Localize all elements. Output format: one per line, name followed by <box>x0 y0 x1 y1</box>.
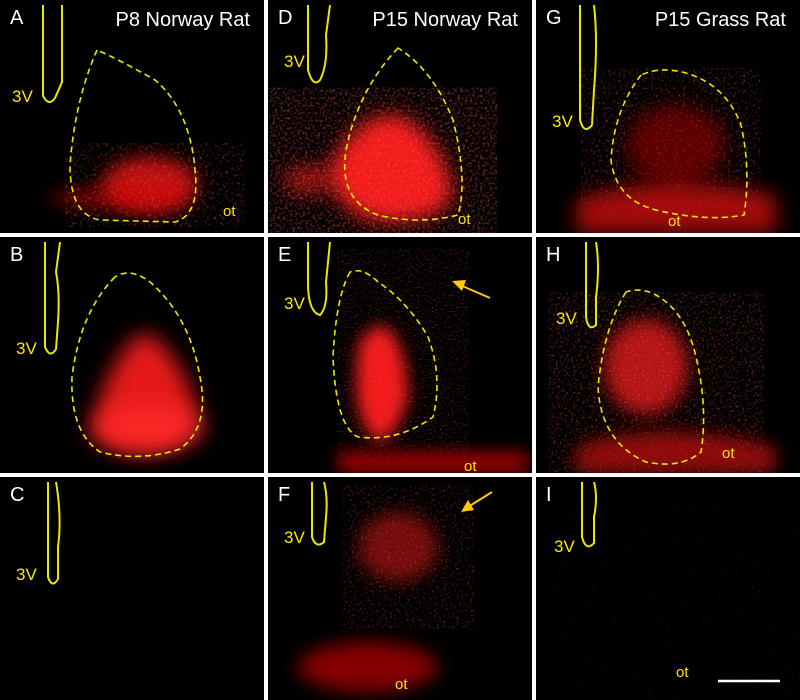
panel-c: C 3V <box>0 477 264 700</box>
ventricle-label: 3V <box>554 537 575 556</box>
panel-h-image <box>566 241 776 473</box>
column-title: P15 Norway Rat <box>372 9 518 31</box>
panel-label: A <box>10 7 24 29</box>
ventricle-label: 3V <box>16 565 37 584</box>
ventricle-label: 3V <box>284 294 305 313</box>
panel-f-image <box>298 481 493 692</box>
panel-a-image <box>42 5 230 223</box>
ventricle-label: 3V <box>556 309 577 328</box>
panel-e-image <box>307 241 528 473</box>
tract-label: ot <box>458 211 471 228</box>
tract-label: ot <box>722 445 735 462</box>
tract-label: ot <box>395 676 408 693</box>
tract-label: ot <box>668 213 681 230</box>
ventricle-label: 3V <box>12 87 33 106</box>
column-title: P15 Grass Rat <box>654 9 786 31</box>
panel-label: I <box>546 484 552 506</box>
panel-i-image <box>556 481 786 697</box>
panel-g-image <box>576 4 776 233</box>
panel-d-image <box>283 4 478 225</box>
panel-label: D <box>278 7 293 29</box>
panel-label: B <box>10 244 24 266</box>
panel-label: E <box>278 244 292 266</box>
panel-d: D P15 Norway Rat 3V ot <box>268 0 532 233</box>
ventricle-label: 3V <box>284 52 305 71</box>
panel-e: E 3V ot <box>268 237 532 473</box>
panel-label: F <box>278 484 291 506</box>
panel-a: A P8 Norway Rat 3V ot <box>0 0 264 233</box>
tract-label: ot <box>223 203 236 220</box>
ventricle-label: 3V <box>552 112 573 131</box>
panel-b: B 3V <box>0 237 264 473</box>
panel-c-image <box>47 481 61 585</box>
column-title: P8 Norway Rat <box>115 9 251 31</box>
panel-f: F 3V ot <box>268 477 532 700</box>
panel-label: C <box>10 484 25 506</box>
panel-i: I 3V ot <box>536 477 800 700</box>
ventricle-label: 3V <box>16 339 37 358</box>
panel-label: G <box>546 7 562 29</box>
tract-label: ot <box>464 458 477 473</box>
panel-h: H 3V ot <box>536 237 800 473</box>
panel-b-image <box>44 241 205 458</box>
tract-label: ot <box>676 664 689 681</box>
panel-label: H <box>546 244 561 266</box>
ventricle-label: 3V <box>284 528 305 547</box>
panel-g: G P15 Grass Rat 3V ot <box>536 0 800 233</box>
